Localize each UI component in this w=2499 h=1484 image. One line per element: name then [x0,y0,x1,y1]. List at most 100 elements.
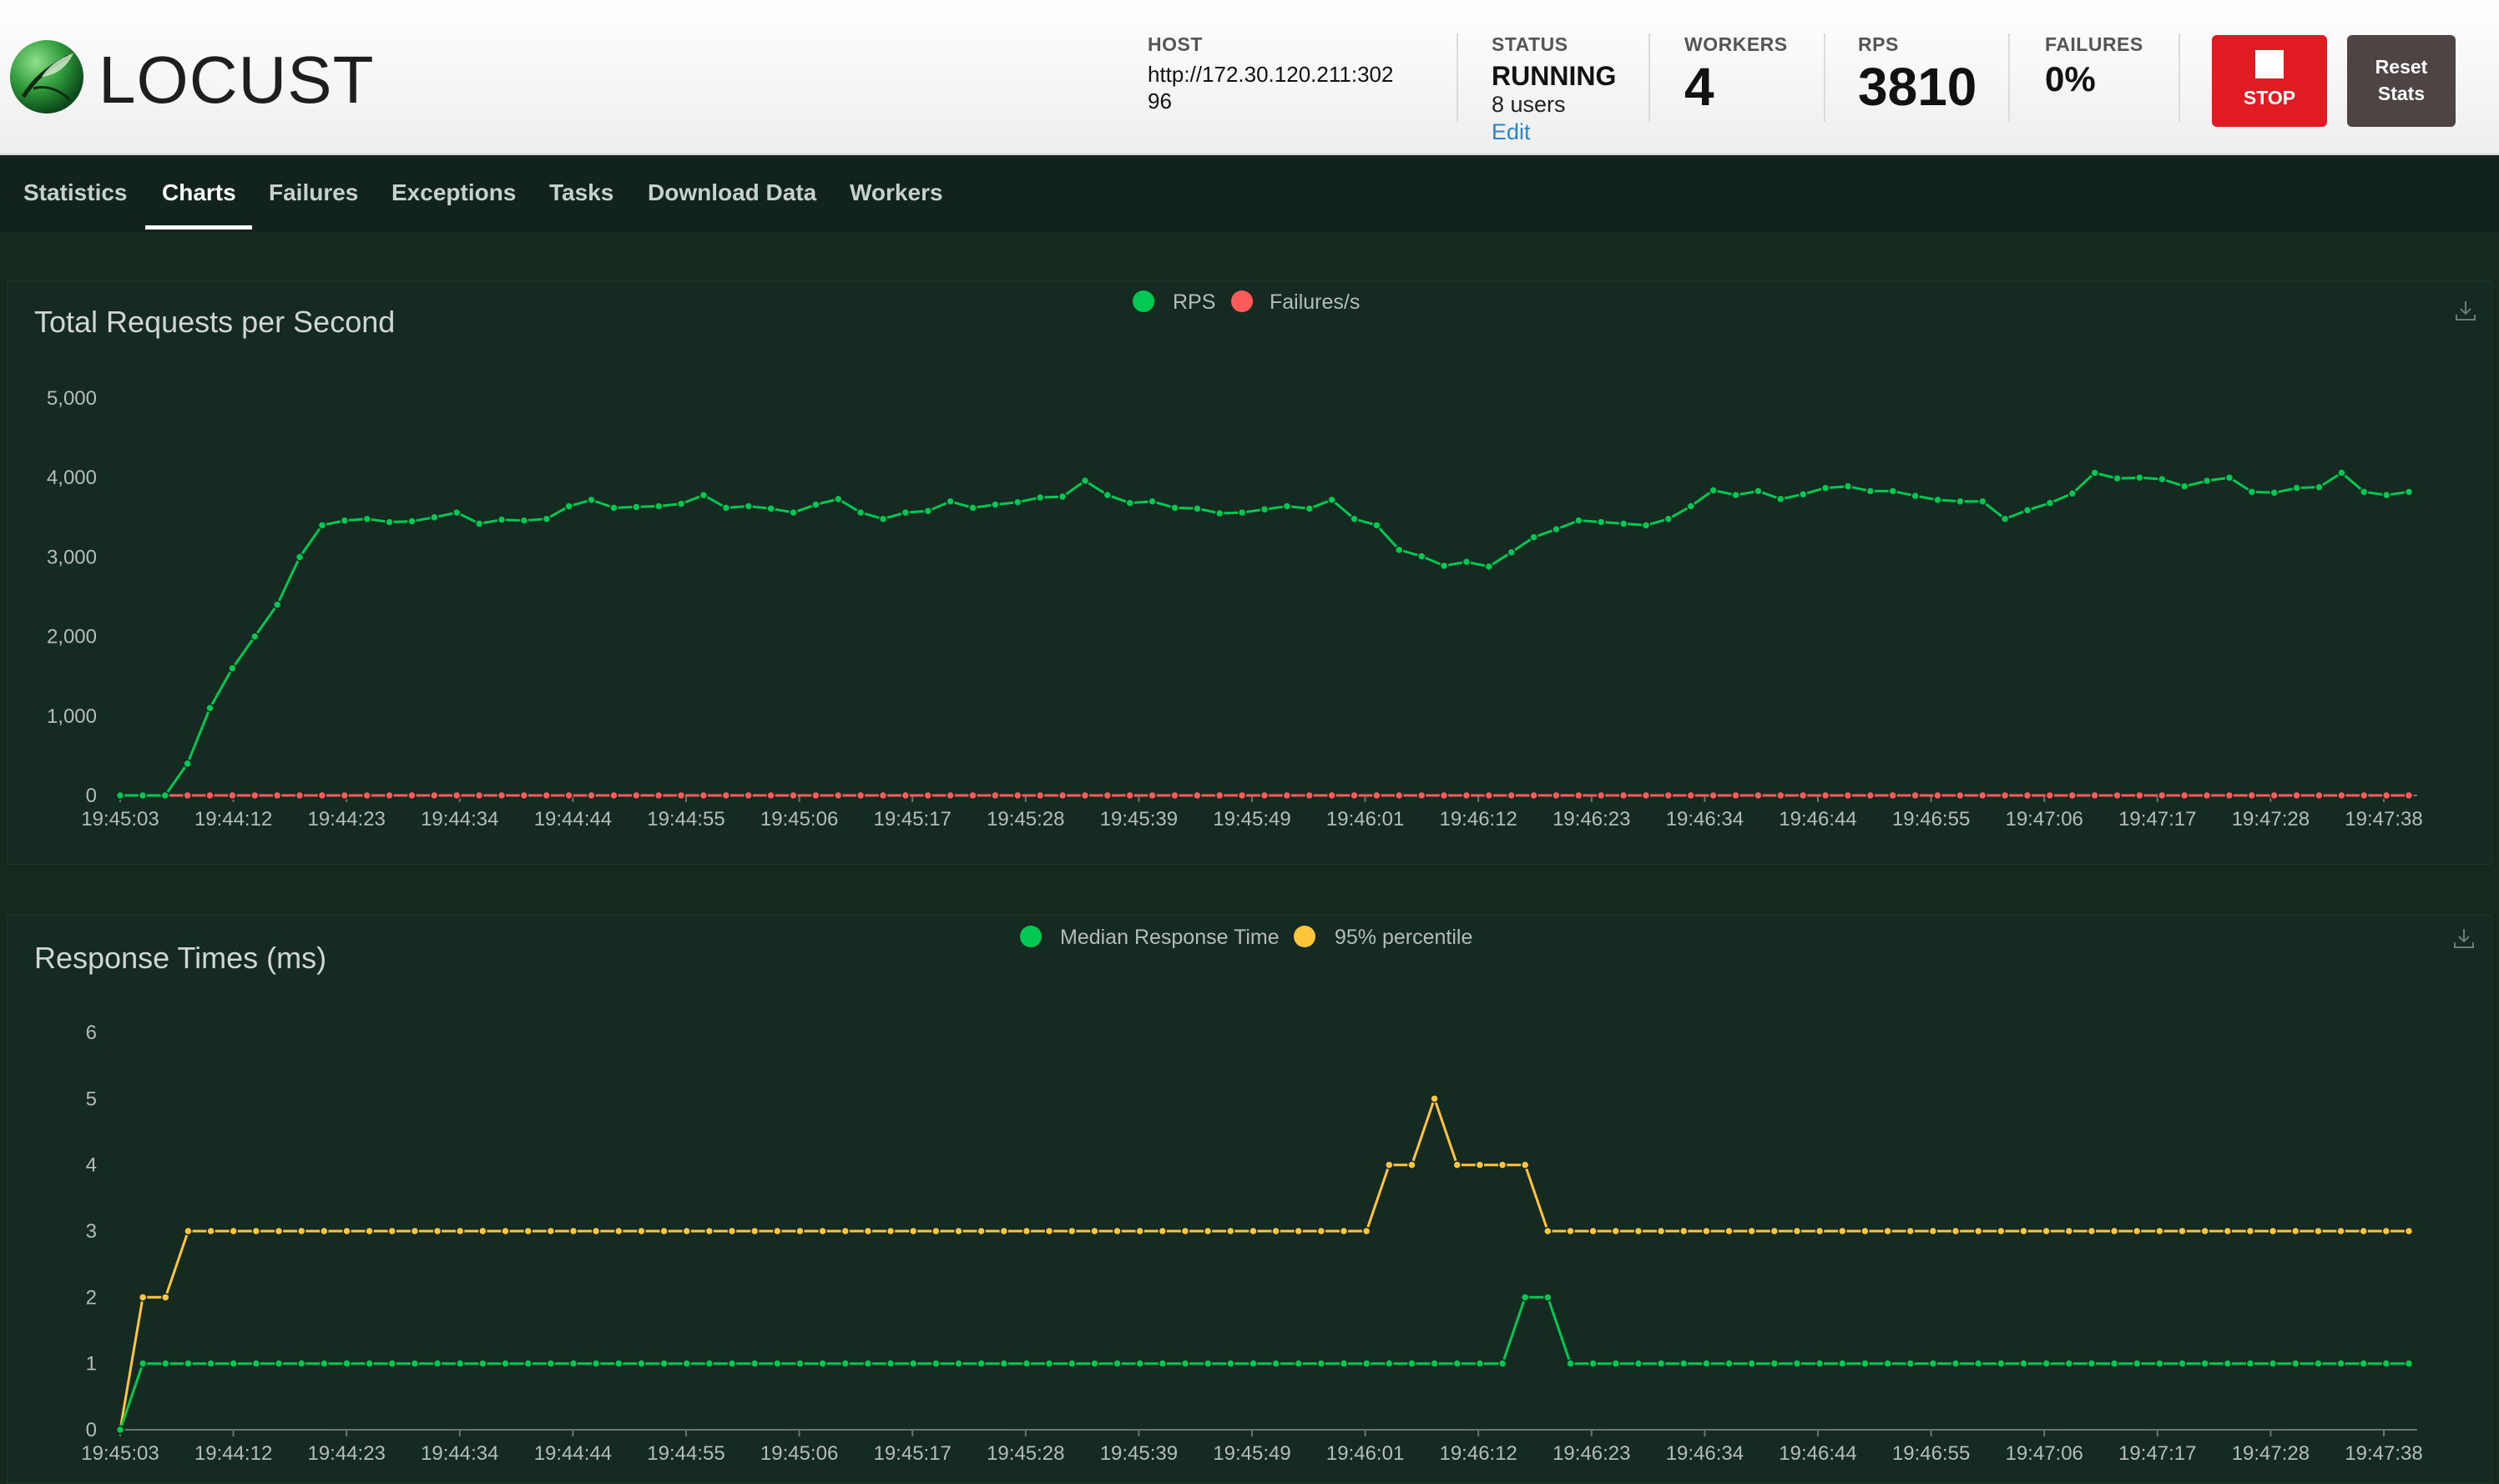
data-point [744,790,753,800]
data-point [1956,790,1965,800]
download-icon[interactable] [2451,926,2476,951]
data-point [138,790,148,800]
reset-stats-button[interactable]: Reset Stats [2347,35,2456,127]
data-point [430,790,439,800]
data-point [2247,487,2257,497]
data-point [773,1226,782,1236]
data-point [721,790,731,800]
y-tick-label: 2,000 [47,626,97,649]
data-point [1193,790,1202,800]
data-point [2135,790,2144,800]
data-point [410,1226,420,1236]
data-point [609,503,618,512]
rps-value: 3810 [1858,57,1977,117]
data-point [1339,1226,1349,1236]
data-point [1956,497,1965,507]
data-point [1543,1293,1552,1302]
data-point [721,503,731,512]
data-point [1158,1359,1168,1368]
data-point [2291,1226,2300,1236]
data-point [632,790,641,800]
data-point [1543,1226,1552,1236]
data-point [1395,790,1404,800]
app-name: LOCUST [98,43,375,117]
data-point [2022,505,2032,515]
rps-label: RPS [1858,33,1899,55]
data-point [1407,1359,1416,1368]
data-point [519,790,529,800]
data-point [1125,790,1134,800]
data-point [2314,1359,2323,1368]
data-point [977,1226,986,1236]
data-point [1294,1226,1303,1236]
data-point [1226,1226,1235,1236]
data-point [999,1226,1009,1236]
tab-exceptions[interactable]: Exceptions [391,179,517,205]
data-point [818,1359,827,1368]
stop-button[interactable]: STOP [2212,35,2327,127]
data-point [591,1359,601,1368]
data-point [901,507,911,517]
data-point [676,499,686,508]
tab-download-data[interactable]: Download Data [648,179,817,205]
data-point [385,790,394,800]
data-point [2132,1359,2142,1368]
data-point [1977,497,1987,507]
host-value-line1: http://172.30.120.211:302 [1148,62,1394,87]
data-point [340,516,350,525]
data-point [2381,1226,2391,1236]
data-point [1035,492,1045,502]
data-point [766,790,775,800]
data-point [1928,1226,1938,1236]
data-point [1497,1160,1507,1169]
data-point [1973,1226,1983,1236]
rps-chart-panel: Total Requests per Second [7,280,2492,865]
data-point [455,1226,465,1236]
data-point [2202,790,2212,800]
data-point [1044,1359,1054,1368]
data-point [1911,790,1920,800]
data-point [2359,1226,2368,1236]
data-point [115,790,125,800]
data-point [1520,1293,1530,1302]
host-stat: HOST http://172.30.120.211:302 96 [1148,33,1393,114]
data-point [2336,1226,2345,1236]
tab-tasks[interactable]: Tasks [549,179,614,205]
data-point [659,1359,669,1368]
x-tick-label: 19:44:55 [647,808,724,830]
data-point [1815,1359,1825,1368]
download-icon[interactable] [2453,298,2478,323]
data-point [542,790,552,800]
data-point [1529,533,1538,542]
data-point [1305,504,1315,513]
data-point [991,500,1000,509]
stop-label: STOP [2243,87,2296,109]
data-point [1339,1359,1349,1368]
data-point [546,1226,556,1236]
data-point [228,664,237,673]
tab-statistics[interactable]: Statistics [23,179,128,205]
x-tick-label: 19:45:28 [987,1442,1064,1465]
tab-failures[interactable]: Failures [269,179,359,205]
data-point [432,1226,442,1236]
data-point [1596,517,1606,527]
data-point [1385,1359,1394,1368]
edit-users-link[interactable]: Edit [1492,119,1531,144]
data-point [2223,1359,2233,1368]
tab-workers[interactable]: Workers [850,179,943,205]
data-point [2314,1226,2323,1236]
tab-charts[interactable]: Charts [162,179,236,205]
data-point [362,514,371,523]
data-point [342,1359,351,1368]
data-point [1702,1226,1711,1236]
data-point [2087,1359,2097,1368]
data-point [1090,1226,1099,1236]
data-point [1641,790,1651,800]
data-point [1430,1094,1439,1103]
data-point [587,495,596,505]
data-point [1792,1226,1802,1236]
data-point [1888,790,1897,800]
host-label: HOST [1148,33,1203,55]
data-point [1552,524,1561,534]
data-point [1294,1359,1303,1368]
